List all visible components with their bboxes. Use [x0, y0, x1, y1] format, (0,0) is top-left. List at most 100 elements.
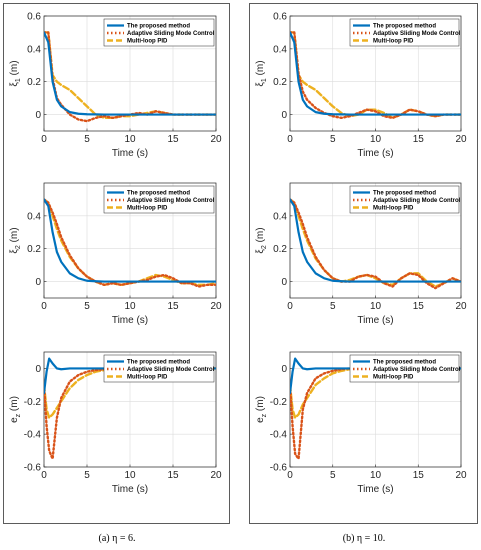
x-tick-label: 15	[413, 301, 425, 312]
x-tick-label: 20	[210, 470, 222, 481]
y-tick-label: 0.6	[273, 12, 287, 23]
legend-label: The proposed method	[373, 191, 436, 197]
plot-1: 0 5 10 15 20 0 0.2 0.4 0.6 Time (s) ξ1 (m) The prop…	[9, 12, 222, 160]
x-axis-label: Time (s)	[112, 484, 148, 495]
y-tick-label: 0	[281, 364, 287, 375]
legend-label: The proposed method	[127, 191, 190, 197]
y-tick-label: -0.4	[24, 430, 42, 441]
x-tick-label: 20	[455, 470, 467, 481]
panel-b-frame	[249, 3, 478, 524]
x-tick-label: 5	[84, 301, 90, 312]
series-line-proposed	[44, 31, 216, 116]
legend-label: Adaptive Sliding Mode Control	[373, 31, 461, 37]
legend-label: Adaptive Sliding Mode Control	[373, 198, 461, 204]
x-axis-label: Time (s)	[112, 315, 148, 326]
plot-2: 0 5 10 15 20 0 0.2 0.4 Time (s) ξ2 (m) The propose…	[9, 182, 222, 326]
y-tick-label: -0.6	[270, 463, 288, 474]
legend-box	[103, 354, 215, 383]
plot-3: 0 5 10 15 20 -0.6 -0.4 -0.2 0 Time (s) ez (m) The p…	[9, 351, 222, 495]
y-tick-label: 0.2	[27, 244, 41, 255]
y-tick-label: 0.4	[27, 44, 41, 55]
x-tick-label: 5	[84, 470, 90, 481]
x-tick-label: 5	[330, 470, 336, 481]
plot-6: 0 5 10 15 20 -0.6 -0.4 -0.2 0 Time (s) ez (m) The p…	[255, 351, 467, 495]
legend-label: The proposed method	[127, 24, 190, 30]
y-tick-label: 0	[35, 110, 41, 121]
y-tick-label: 0.2	[273, 77, 287, 88]
x-tick-label: 0	[41, 134, 47, 145]
x-axis-label: Time (s)	[112, 148, 148, 159]
legend-box	[349, 354, 460, 383]
legend-label: Multi-loop PID	[373, 375, 414, 381]
series-line-asmc	[290, 198, 461, 290]
legend-label: Adaptive Sliding Mode Control	[127, 367, 215, 373]
x-axis-label: Time (s)	[357, 148, 393, 159]
x-tick-label: 15	[413, 134, 425, 145]
panel-a-frame	[3, 3, 230, 524]
x-tick-label: 10	[124, 470, 136, 481]
plot-5: 0 5 10 15 20 0 0.2 0.4 Time (s) ξ2 (m) The propose…	[255, 182, 467, 326]
y-tick-label: 0.4	[27, 211, 41, 222]
x-tick-label: 15	[167, 470, 179, 481]
series-line-proposed	[290, 198, 461, 283]
series-line-proposed	[290, 31, 461, 116]
x-tick-label: 0	[287, 134, 293, 145]
legend-label: Multi-loop PID	[373, 39, 414, 45]
x-tick-label: 20	[455, 301, 467, 312]
x-tick-label: 10	[370, 301, 382, 312]
y-tick-label: 0	[35, 364, 41, 375]
legend-label: Multi-loop PID	[127, 206, 168, 212]
x-tick-label: 20	[210, 134, 222, 145]
x-axis-label: Time (s)	[357, 315, 393, 326]
legend-label: Adaptive Sliding Mode Control	[373, 367, 461, 373]
x-tick-label: 15	[167, 301, 179, 312]
y-tick-label: 0	[281, 277, 287, 288]
legend-label: Adaptive Sliding Mode Control	[127, 31, 215, 37]
legend-label: Multi-loop PID	[127, 375, 168, 381]
x-tick-label: 10	[124, 301, 136, 312]
plot-4: 0 5 10 15 20 0 0.2 0.4 0.6 Time (s) ξ1 (m) The prop…	[255, 12, 467, 160]
x-tick-label: 0	[41, 470, 47, 481]
y-tick-label: 0.4	[273, 44, 287, 55]
legend-label: Multi-loop PID	[127, 39, 168, 45]
panel-b-caption: (b) η = 10.	[343, 533, 386, 544]
legend-label: The proposed method	[373, 24, 436, 30]
x-tick-label: 20	[210, 301, 222, 312]
y-tick-label: 0.6	[27, 12, 41, 23]
x-axis-label: Time (s)	[357, 484, 393, 495]
y-axis-label: ξ2 (m)	[255, 227, 268, 253]
y-tick-label: 0.2	[273, 244, 287, 255]
legend-box	[349, 18, 460, 47]
y-tick-label: 0.2	[27, 77, 41, 88]
legend-label: The proposed method	[127, 360, 190, 366]
legend-label: Multi-loop PID	[373, 206, 414, 212]
x-tick-label: 10	[370, 470, 382, 481]
x-tick-label: 15	[167, 134, 179, 145]
y-tick-label: -0.6	[24, 463, 42, 474]
x-tick-label: 0	[287, 301, 293, 312]
y-axis-label: ez (m)	[9, 396, 22, 423]
y-tick-label: -0.2	[270, 397, 288, 408]
series-line-proposed	[44, 198, 216, 283]
y-axis-label: ξ2 (m)	[9, 227, 22, 253]
x-tick-label: 5	[330, 301, 336, 312]
y-tick-label: 0.4	[273, 211, 287, 222]
series-line-asmc	[44, 198, 216, 288]
x-tick-label: 5	[330, 134, 336, 145]
y-tick-label: 0	[35, 277, 41, 288]
x-tick-label: 10	[124, 134, 136, 145]
y-tick-label: -0.4	[270, 430, 288, 441]
legend-box	[103, 18, 215, 47]
x-tick-label: 0	[41, 301, 47, 312]
x-tick-label: 15	[413, 470, 425, 481]
x-tick-label: 10	[370, 134, 382, 145]
y-axis-label: ξ1 (m)	[255, 60, 268, 86]
legend-label: Adaptive Sliding Mode Control	[127, 198, 215, 204]
legend-box	[103, 185, 215, 214]
x-tick-label: 5	[84, 134, 90, 145]
y-tick-label: 0	[281, 110, 287, 121]
y-tick-label: -0.2	[24, 397, 42, 408]
x-tick-label: 20	[455, 134, 467, 145]
legend-label: The proposed method	[373, 360, 436, 366]
